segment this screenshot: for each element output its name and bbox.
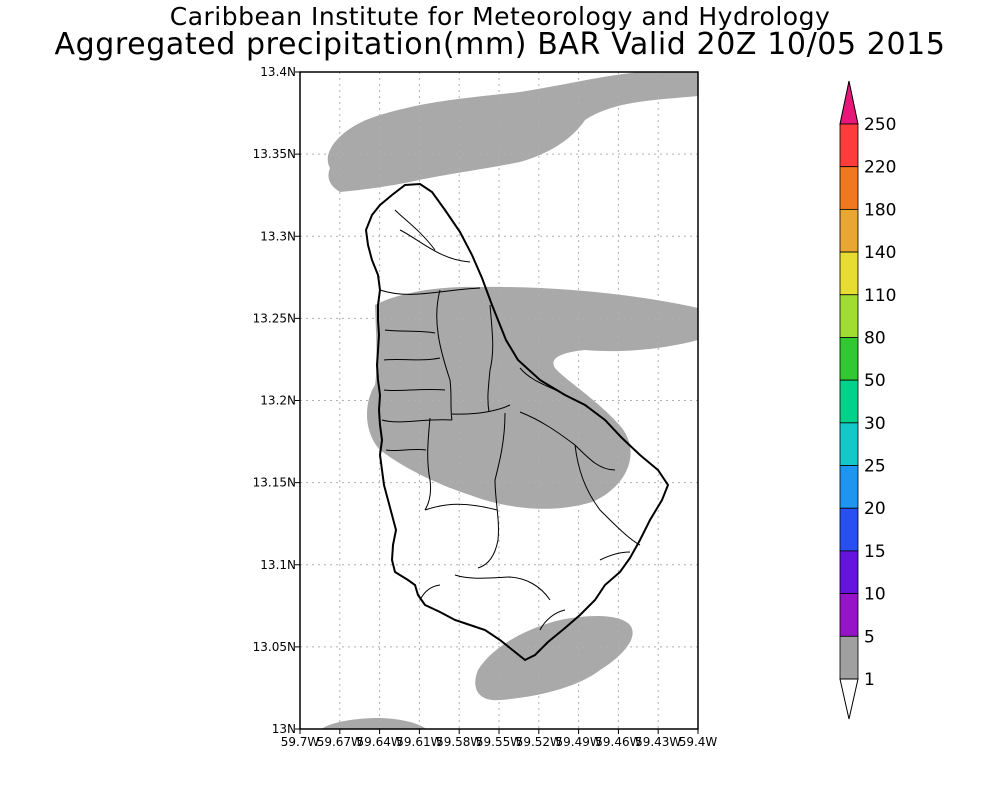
boundary-line [519,367,561,393]
lat-tick-label: 13.4N [260,65,296,79]
legend-level-label: 140 [864,243,896,263]
boundary-line [379,287,481,295]
legend-level-label: 25 [864,457,886,477]
boundary-line [574,444,641,546]
precip-area-central [366,286,698,509]
legend-level-label: 20 [864,499,886,519]
legend-level-label: 180 [864,200,896,220]
lon-tick-label: 59.7W [281,735,320,749]
legend-level-label: 250 [864,115,896,135]
lon-tick-label: 59.49W [555,735,601,749]
legend-swatch [839,422,859,466]
legend-level-label: 10 [864,585,886,605]
legend-labels: 250 220 180 140 110 80 50 30 25 20 15 10 5 1 [864,115,896,690]
lon-tick-label: 59.4W [679,735,718,749]
legend-level-label: 50 [864,371,886,391]
precipitation-areas [321,72,698,729]
lon-tick-label: 59.67W [317,735,363,749]
boundary-line [477,412,506,569]
island-coastline [364,182,670,662]
legend-swatch [839,507,859,552]
boundary-line [383,357,441,361]
legend-swatch [839,593,859,637]
boundary-line [424,417,431,511]
lon-tick-label: 59.43W [635,735,681,749]
legend-colorbar: 250 220 180 140 110 80 50 30 25 20 15 10 5 1 [839,80,896,720]
legend-swatch [839,251,859,296]
legend-level-label: 30 [864,414,886,434]
lon-tick-label: 59.55W [476,735,522,749]
legend-swatch [839,208,859,253]
boundary-line [599,551,631,561]
legend-swatch [839,635,859,680]
legend-swatch [839,294,859,338]
map-area: 13.4N 13.35N 13.3N 13.25N 13.2N 13.15N 13.1N 13… [253,65,718,749]
lat-tick-label: 13.2N [260,394,296,408]
precip-area-north [327,72,698,192]
boundary-line [519,411,616,471]
boundary-line [424,503,498,511]
boundary-line [454,574,551,601]
legend-swatch [839,123,859,168]
legend-swatch [839,337,859,381]
legend-swatch [839,166,859,210]
legend-level-label: 5 [864,627,875,647]
legend-swatch [839,379,859,424]
precip-area-southwest [321,718,427,729]
precip-area-south [475,615,633,701]
legend-level-label: 15 [864,542,886,562]
boundary-line [381,419,453,423]
island-barbados [364,182,670,662]
lon-tick-label: 59.64W [356,735,402,749]
chart-title-line2: Aggregated precipitation(mm) BAR Valid 2… [54,27,946,62]
boundary-line [385,448,427,452]
lat-tick-label: 13.05N [253,640,296,654]
legend-level-label: 110 [864,286,896,306]
lat-tick-label: 13.25N [253,311,296,325]
parish-boundaries [379,209,641,631]
lon-tick-label: 59.52W [516,735,562,749]
legend-level-label: 1 [864,670,875,690]
legend-swatch [839,550,859,595]
legend-level-label: 80 [864,328,886,348]
lon-tick-label: 59.61W [396,735,442,749]
boundary-line [539,609,566,631]
boundary-line [384,329,436,334]
boundary-line [394,209,436,251]
boundary-line [419,584,441,601]
legend-arrow-top [839,80,859,125]
boundary-line [436,289,453,421]
legend-swatch [839,465,859,509]
axis-ticks: 13.4N 13.35N 13.3N 13.25N 13.2N 13.15N 13.1N 13… [253,65,718,749]
grid-lines [300,72,698,729]
boundary-line [383,388,446,392]
lon-tick-label: 59.58W [436,735,482,749]
legend-swatches [839,123,859,680]
legend-level-label: 220 [864,158,896,178]
lat-tick-label: 13.15N [253,476,296,490]
boundary-line [399,229,471,263]
lat-tick-label: 13.35N [253,147,296,161]
boundary-line [451,404,511,415]
lat-tick-label: 13.1N [260,558,296,572]
lat-tick-label: 13N [272,722,296,736]
boundary-line [487,304,494,413]
lat-tick-label: 13.3N [260,229,296,243]
chart-title-line1: Caribbean Institute for Meteorology and … [169,2,831,31]
lon-tick-label: 59.46W [595,735,641,749]
legend-arrow-bottom [839,678,859,720]
